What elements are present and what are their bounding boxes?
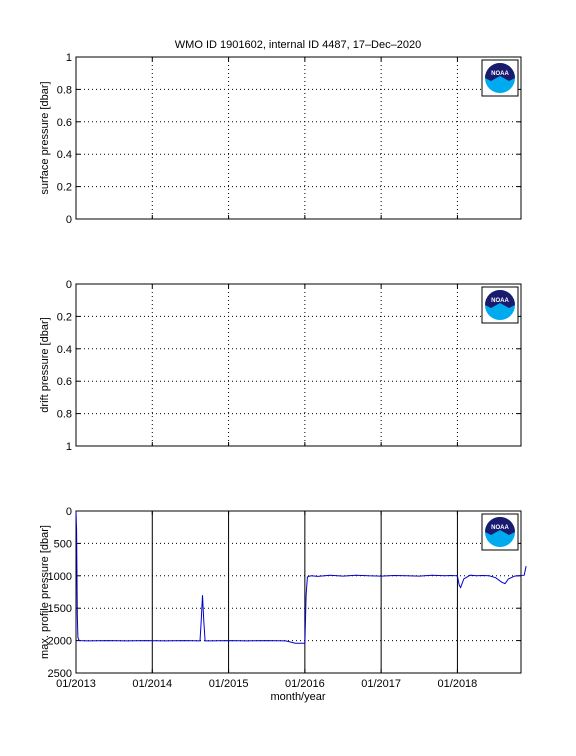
y-tick-label: 0.6 xyxy=(57,376,72,388)
x-tick-label: 01/2015 xyxy=(209,678,249,690)
y-tick-label: 2500 xyxy=(48,668,72,680)
logo-bird xyxy=(485,517,515,535)
x-tick-label: 01/2016 xyxy=(285,678,325,690)
y-tick-label: 1 xyxy=(66,52,72,64)
logo-bird xyxy=(485,63,515,81)
y-tick-label: 0.4 xyxy=(57,149,72,161)
logo-text: NOAA xyxy=(491,525,509,531)
x-tick-label: 01/2017 xyxy=(361,678,401,690)
plot-frame xyxy=(75,283,522,447)
noaa-logo: NOAA xyxy=(481,59,519,97)
plot-frame xyxy=(75,510,522,674)
x-axis-label: month/year xyxy=(270,691,325,703)
x-tick-label: 01/2014 xyxy=(132,678,172,690)
y-tick-label: 500 xyxy=(54,538,72,550)
y-tick-label: 0.8 xyxy=(57,84,72,96)
y-tick-label: 0.8 xyxy=(57,409,72,421)
series-line xyxy=(75,511,527,644)
y-tick-label: 1000 xyxy=(48,571,72,583)
y-tick-label: 1 xyxy=(66,441,72,453)
x-tick-label: 01/2013 xyxy=(56,678,96,690)
panel-drift-pressure: 0 0.2 0.4 0.6 0.8 1 drift pressure [dbar] NOAA xyxy=(39,279,522,453)
figure-title: WMO ID 1901602, internal ID 4487, 17–Dec… xyxy=(175,39,421,51)
plot-frame xyxy=(75,56,522,220)
y-axis-label: max. profile pressure [dbar] xyxy=(39,525,51,659)
y-tick-label: 0 xyxy=(66,279,72,291)
y-tick-label: 0.2 xyxy=(57,182,72,194)
y-tick-label: 1500 xyxy=(48,603,72,615)
noaa-logo: NOAA xyxy=(481,286,519,324)
y-tick-label: 2000 xyxy=(48,636,72,648)
noaa-logo: NOAA xyxy=(481,513,519,551)
y-tick-label: 0.4 xyxy=(57,344,72,356)
logo-bird xyxy=(485,290,515,308)
logo-text: NOAA xyxy=(491,71,509,77)
y-tick-label: 0.6 xyxy=(57,117,72,129)
x-tick-label: 01/2018 xyxy=(438,678,478,690)
y-tick-label: 0 xyxy=(66,506,72,518)
y-axis-label: surface pressure [dbar] xyxy=(39,81,51,194)
y-tick-label: 0 xyxy=(66,214,72,226)
logo-text: NOAA xyxy=(491,298,509,304)
panel-surface-pressure: 0 0.2 0.4 0.6 0.8 1 surface pressure [dbar] NOA… xyxy=(39,52,522,226)
y-tick-label: 0.2 xyxy=(57,311,72,323)
y-axis-label: drift pressure [dbar] xyxy=(39,317,51,412)
